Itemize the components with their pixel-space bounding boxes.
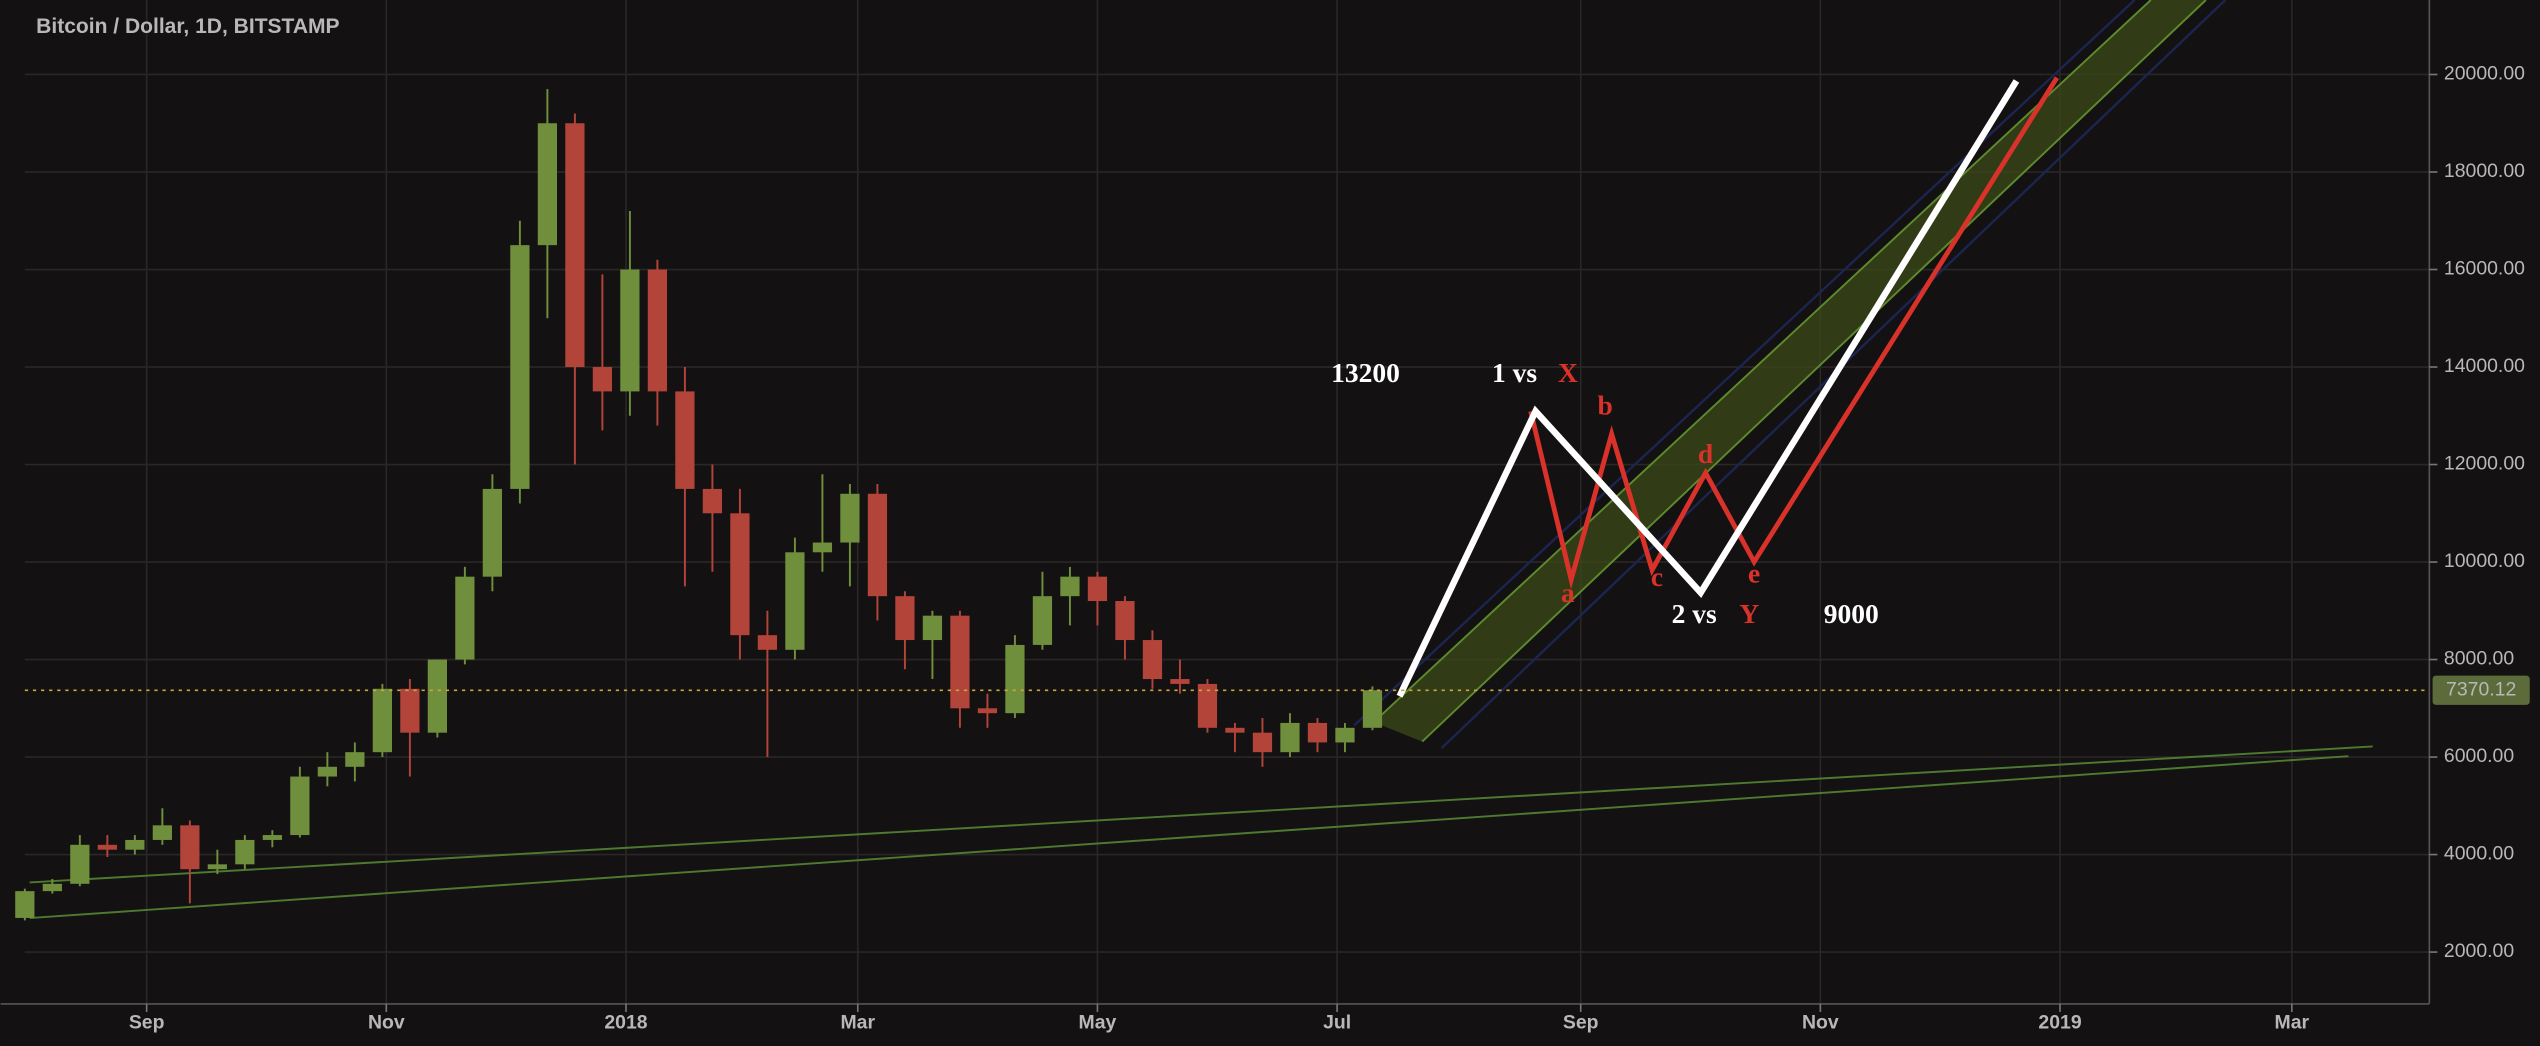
candle-body: [1225, 727, 1245, 733]
annotation: 2 vs: [1672, 598, 1717, 629]
x-tick-label: Nov: [368, 1011, 405, 1033]
candle-body: [895, 596, 915, 641]
candle-body: [455, 576, 475, 660]
candle-body: [1280, 722, 1300, 753]
candle-body: [97, 844, 117, 850]
x-tick-label: 2019: [2038, 1011, 2081, 1033]
y-tick-label: 18000.00: [2444, 160, 2525, 182]
trendline: [29, 745, 2373, 884]
candle-body: [977, 708, 998, 714]
candle-body: [1362, 690, 1383, 728]
y-tick-label: 10000.00: [2444, 550, 2525, 572]
candle-body: [675, 391, 695, 489]
annotation: 9000: [1824, 598, 1879, 629]
trendline: [29, 755, 2349, 920]
annotation: 1 vs: [1492, 357, 1537, 388]
channel-line: [1372, 0, 2152, 723]
candle-body: [1307, 722, 1328, 743]
candle-body: [482, 488, 503, 577]
annotation: c: [1651, 561, 1663, 592]
candle-body: [290, 776, 310, 836]
candle-body: [757, 635, 778, 650]
candle-body: [840, 493, 860, 543]
last-price-label: 7370.12: [2446, 678, 2516, 700]
channel-line: [1421, 0, 2207, 743]
candle-body: [922, 615, 943, 641]
candle-body: [400, 688, 420, 733]
last-price-tag: [2432, 675, 2530, 705]
candle-body: [317, 766, 337, 777]
wave-white: [1396, 79, 2020, 698]
candle-body: [42, 883, 62, 892]
candle-body: [1032, 596, 1053, 645]
candle-body: [1170, 679, 1190, 684]
annotation: a: [1561, 577, 1575, 608]
x-tick-label: Nov: [1802, 1011, 1839, 1033]
x-tick-label: Mar: [2275, 1011, 2310, 1033]
candles: [15, 89, 1383, 921]
candle-body: [730, 513, 750, 636]
annotation: X: [1558, 357, 1578, 388]
x-tick-label: May: [1079, 1011, 1117, 1033]
candle-body: [427, 659, 448, 733]
candle-body: [510, 245, 530, 489]
candle-body: [647, 269, 668, 392]
candle-body: [812, 542, 833, 553]
candle-body: [207, 864, 227, 870]
candle-body: [1252, 732, 1273, 753]
y-tick-label: 14000.00: [2444, 355, 2525, 377]
candle-body: [1087, 576, 1108, 602]
candle-body: [1142, 640, 1163, 680]
candle-body: [372, 688, 392, 753]
candle-body: [867, 493, 888, 597]
annotation: Y: [1739, 598, 1759, 629]
candle-body: [1005, 644, 1025, 714]
x-tick-label: Sep: [129, 1011, 165, 1033]
candle-body: [565, 123, 585, 368]
x-tick-label: Sep: [1563, 1011, 1599, 1033]
candle-body: [537, 123, 558, 246]
candle-body: [1197, 683, 1218, 728]
candle-body: [1060, 576, 1080, 597]
candle-body: [70, 844, 90, 884]
candle-body: [125, 839, 145, 850]
candle-body: [1335, 727, 1355, 743]
channel-band: [1373, 0, 2206, 742]
candle-body: [15, 891, 35, 918]
annotation: d: [1698, 438, 1713, 469]
y-tick-label: 8000.00: [2444, 648, 2514, 670]
x-tick-label: Jul: [1323, 1011, 1351, 1033]
chart-title: Bitcoin / Dollar, 1D, BITSTAMP: [36, 15, 339, 38]
wave-red: [1528, 76, 2059, 590]
candle-body: [235, 839, 255, 865]
candle-body: [785, 552, 805, 650]
x-tick-label: 2018: [604, 1011, 647, 1033]
y-tick-label: 2000.00: [2444, 940, 2514, 962]
candle-body: [262, 835, 282, 840]
y-tick-label: 20000.00: [2444, 63, 2525, 85]
candle-body: [592, 367, 613, 392]
candle-body: [950, 615, 970, 709]
y-tick-label: 16000.00: [2444, 258, 2525, 280]
annotation: e: [1748, 558, 1760, 589]
y-tick-label: 6000.00: [2444, 745, 2514, 767]
y-tick-label: 4000.00: [2444, 843, 2514, 865]
y-tick-label: 12000.00: [2444, 453, 2525, 475]
annotation: b: [1598, 389, 1613, 420]
candle-body: [152, 825, 172, 840]
candle-body: [620, 269, 640, 392]
x-tick-label: Mar: [840, 1011, 875, 1033]
channel-outer: [1353, 0, 2136, 727]
candle-body: [180, 825, 200, 870]
candle-body: [702, 488, 723, 514]
annotation: 13200: [1331, 357, 1400, 388]
candle-body: [345, 752, 365, 767]
candle-body: [1115, 601, 1135, 641]
